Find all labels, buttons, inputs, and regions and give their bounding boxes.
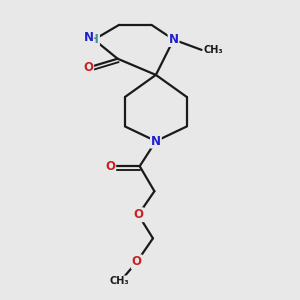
Text: N: N bbox=[83, 31, 94, 44]
Text: CH₃: CH₃ bbox=[109, 276, 129, 286]
Text: O: O bbox=[105, 160, 115, 173]
Text: O: O bbox=[83, 61, 93, 74]
Text: CH₃: CH₃ bbox=[204, 45, 224, 55]
Text: H: H bbox=[89, 33, 99, 46]
Text: O: O bbox=[132, 255, 142, 268]
Text: N: N bbox=[151, 135, 161, 148]
Text: O: O bbox=[133, 208, 143, 221]
Text: N: N bbox=[169, 33, 178, 46]
